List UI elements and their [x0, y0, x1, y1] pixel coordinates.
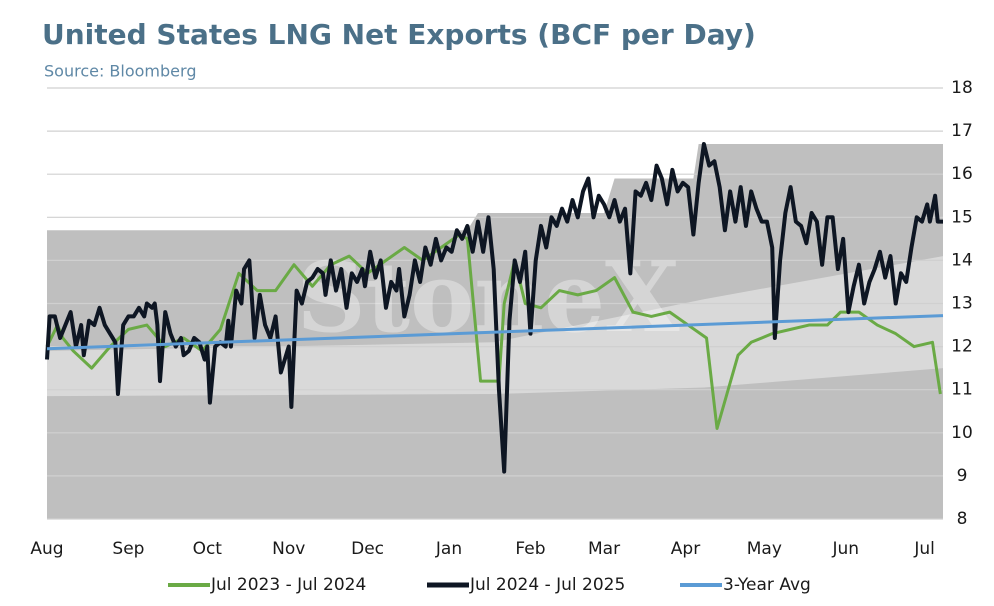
x-tick-label: Nov — [272, 539, 305, 559]
chart-title: United States LNG Net Exports (BCF per D… — [42, 18, 756, 51]
y-tick-label: 9 — [957, 466, 968, 486]
legend-label: 3-Year Avg — [723, 575, 811, 595]
y-tick-label: 17 — [951, 121, 973, 141]
y-tick-label: 11 — [951, 380, 973, 400]
range-band — [47, 256, 943, 397]
y-tick-label: 8 — [957, 509, 968, 529]
y-tick-label: 15 — [951, 207, 973, 227]
x-tick-label: Jun — [831, 539, 859, 559]
x-tick-label: Dec — [351, 539, 384, 559]
x-tick-label: Aug — [30, 539, 63, 559]
series-line — [46, 314, 944, 351]
x-tick-label: Mar — [588, 539, 620, 559]
legend-label: Jul 2023 - Jul 2024 — [210, 575, 366, 595]
series-line — [45, 142, 943, 474]
x-tick-label: Apr — [671, 539, 700, 559]
x-tick-label: Jul — [913, 539, 935, 559]
x-tick-label: Jan — [435, 539, 462, 559]
y-tick-label: 18 — [951, 78, 973, 98]
chart-subtitle: Source: Bloomberg — [44, 62, 196, 81]
x-tick-label: Sep — [112, 539, 144, 559]
y-tick-label: 16 — [951, 164, 973, 184]
y-tick-label: 14 — [951, 250, 973, 270]
y-tick-label: 12 — [951, 337, 973, 357]
x-tick-label: May — [747, 539, 782, 559]
y-tick-label: 13 — [951, 294, 973, 314]
watermark: StoneX — [296, 241, 680, 354]
x-tick-label: Feb — [515, 539, 545, 559]
legend-label: Jul 2024 - Jul 2025 — [469, 575, 625, 595]
y-tick-label: 10 — [951, 423, 973, 443]
x-tick-label: Oct — [193, 539, 223, 559]
